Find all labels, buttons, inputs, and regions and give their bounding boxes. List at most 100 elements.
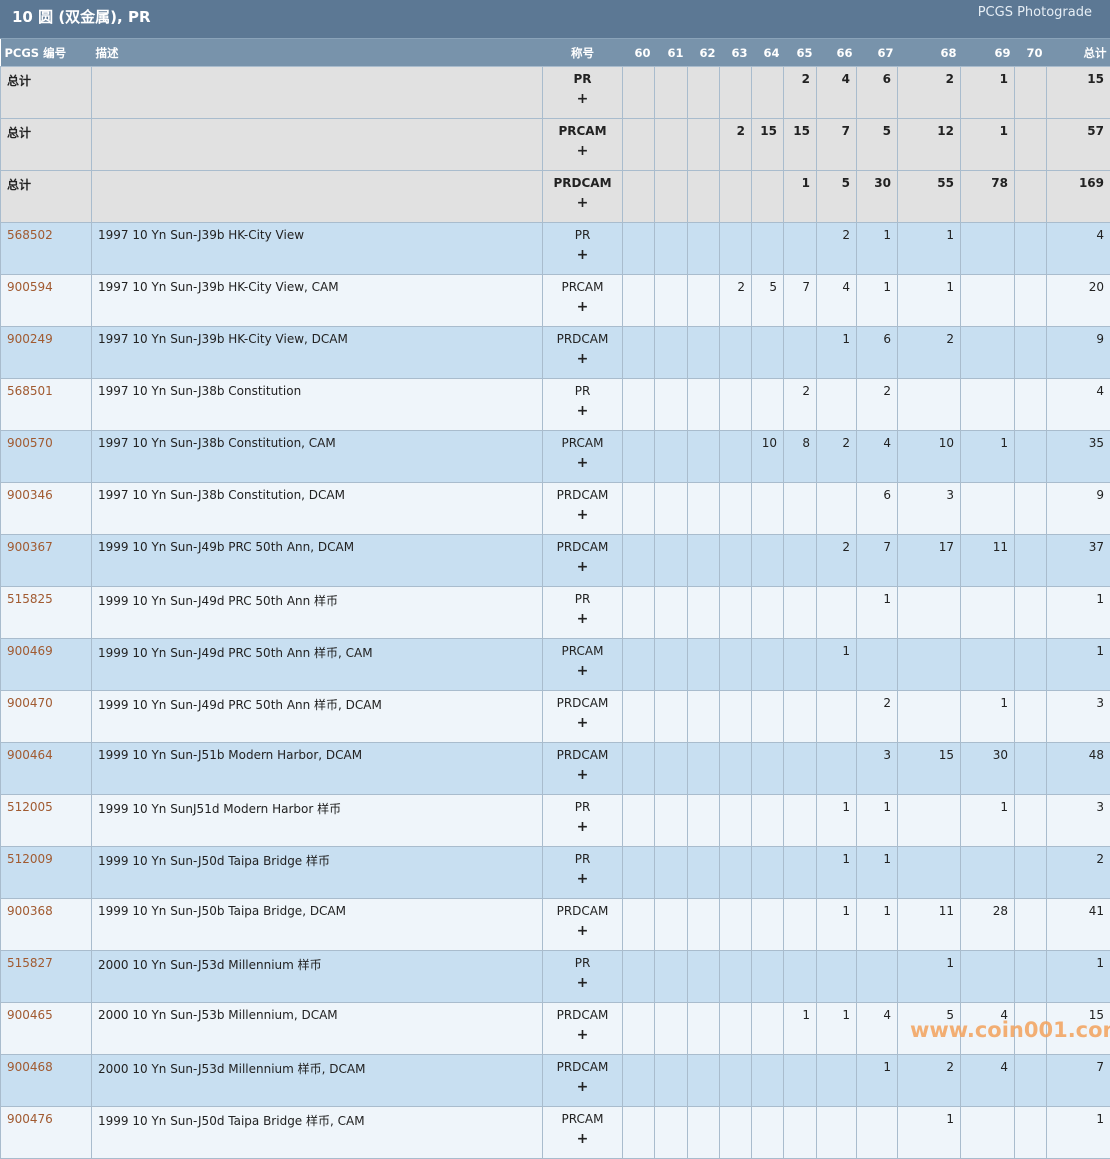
- grade-count: [817, 483, 857, 535]
- grade-count: [688, 119, 720, 171]
- grade-count: [1015, 691, 1047, 743]
- grade-count: [898, 795, 961, 847]
- grade-count: [752, 223, 784, 275]
- grade-count: [688, 1003, 720, 1055]
- grade-count: 4: [961, 1055, 1015, 1107]
- pcgs-number-link[interactable]: 568501: [7, 384, 53, 398]
- grade-count: 11: [898, 899, 961, 951]
- expand-plus-icon[interactable]: +: [549, 89, 616, 109]
- pcgs-number-link[interactable]: 900470: [7, 696, 53, 710]
- grade-count: [720, 639, 752, 691]
- expand-plus-icon[interactable]: +: [549, 349, 616, 369]
- pcgs-number-cell: 900470: [1, 691, 92, 743]
- grade-count: [688, 847, 720, 899]
- grade-count: [1015, 795, 1047, 847]
- expand-plus-icon[interactable]: +: [549, 817, 616, 837]
- pcgs-number-link[interactable]: 900570: [7, 436, 53, 450]
- designation-cell: PRDCAM+: [543, 171, 623, 223]
- expand-plus-icon[interactable]: +: [549, 921, 616, 941]
- grade-count: 2: [817, 431, 857, 483]
- pcgs-number-link[interactable]: 512009: [7, 852, 53, 866]
- pcgs-number-link[interactable]: 515825: [7, 592, 53, 606]
- expand-plus-icon[interactable]: +: [549, 1025, 616, 1045]
- expand-plus-icon[interactable]: +: [549, 453, 616, 473]
- pcgs-number-cell: 900570: [1, 431, 92, 483]
- designation-label: PRDCAM: [549, 745, 616, 765]
- expand-plus-icon[interactable]: +: [549, 141, 616, 161]
- pcgs-number-link[interactable]: 900465: [7, 1008, 53, 1022]
- row-total: 1: [1047, 587, 1110, 639]
- designation-label: PRDCAM: [549, 173, 616, 193]
- grade-count: [623, 379, 655, 431]
- grade-count: [784, 587, 817, 639]
- pcgs-number-link[interactable]: 568502: [7, 228, 53, 242]
- grade-count: [1015, 535, 1047, 587]
- grade-count: [784, 327, 817, 379]
- grade-count: 1: [817, 639, 857, 691]
- row-total: 41: [1047, 899, 1110, 951]
- expand-plus-icon[interactable]: +: [549, 713, 616, 733]
- row-total: 1: [1047, 639, 1110, 691]
- designation-cell: PRCAM+: [543, 639, 623, 691]
- expand-plus-icon[interactable]: +: [549, 505, 616, 525]
- expand-plus-icon[interactable]: +: [549, 245, 616, 265]
- grade-count: [655, 743, 688, 795]
- pcgs-number-link[interactable]: 900368: [7, 904, 53, 918]
- pcgs-number-cell: 900469: [1, 639, 92, 691]
- expand-plus-icon[interactable]: +: [549, 661, 616, 681]
- expand-plus-icon[interactable]: +: [549, 869, 616, 889]
- expand-plus-icon[interactable]: +: [549, 193, 616, 213]
- description-cell: 2000 10 Yn Sun-J53d Millennium 样币, DCAM: [92, 1055, 543, 1107]
- grade-count: [655, 171, 688, 223]
- pcgs-number-link[interactable]: 900346: [7, 488, 53, 502]
- pcgs-number-link[interactable]: 900468: [7, 1060, 53, 1074]
- grade-count: [817, 743, 857, 795]
- pcgs-number-link[interactable]: 900476: [7, 1112, 53, 1126]
- grade-count: [961, 587, 1015, 639]
- expand-plus-icon[interactable]: +: [549, 609, 616, 629]
- grade-count: [961, 847, 1015, 899]
- pcgs-number-cell: 568502: [1, 223, 92, 275]
- designation-label: PR: [549, 381, 616, 401]
- grade-count: [720, 847, 752, 899]
- pcgs-number-link[interactable]: 900594: [7, 280, 53, 294]
- pcgs-number-link[interactable]: 900469: [7, 644, 53, 658]
- grade-count: [623, 483, 655, 535]
- expand-plus-icon[interactable]: +: [549, 297, 616, 317]
- expand-plus-icon[interactable]: +: [549, 557, 616, 577]
- pcgs-number-link[interactable]: 900249: [7, 332, 53, 346]
- pcgs-number-link[interactable]: 900464: [7, 748, 53, 762]
- designation-label: PRCAM: [549, 121, 616, 141]
- grade-count: [784, 223, 817, 275]
- grade-count: 10: [752, 431, 784, 483]
- grade-count: [720, 483, 752, 535]
- grade-count: [961, 951, 1015, 1003]
- grade-count: [1015, 67, 1047, 119]
- pcgs-number-cell: 900368: [1, 899, 92, 951]
- grade-count: [688, 171, 720, 223]
- designation-label: PRDCAM: [549, 901, 616, 921]
- grade-count: [688, 431, 720, 483]
- expand-plus-icon[interactable]: +: [549, 1077, 616, 1097]
- description-cell: 2000 10 Yn Sun-J53d Millennium 样币: [92, 951, 543, 1003]
- pcgs-number-link[interactable]: 515827: [7, 956, 53, 970]
- expand-plus-icon[interactable]: +: [549, 973, 616, 993]
- grade-count: 1: [817, 327, 857, 379]
- expand-plus-icon[interactable]: +: [549, 1129, 616, 1149]
- grade-count: [752, 171, 784, 223]
- grade-count: 2: [817, 223, 857, 275]
- grade-count: [1015, 379, 1047, 431]
- expand-plus-icon[interactable]: +: [549, 401, 616, 421]
- designation-cell: PRDCAM+: [543, 743, 623, 795]
- expand-plus-icon[interactable]: +: [549, 765, 616, 785]
- column-header: 60: [623, 39, 655, 67]
- grade-count: [784, 743, 817, 795]
- pcgs-number-link[interactable]: 900367: [7, 540, 53, 554]
- pcgs-number-link[interactable]: 512005: [7, 800, 53, 814]
- grade-count: [655, 275, 688, 327]
- designation-cell: PR+: [543, 587, 623, 639]
